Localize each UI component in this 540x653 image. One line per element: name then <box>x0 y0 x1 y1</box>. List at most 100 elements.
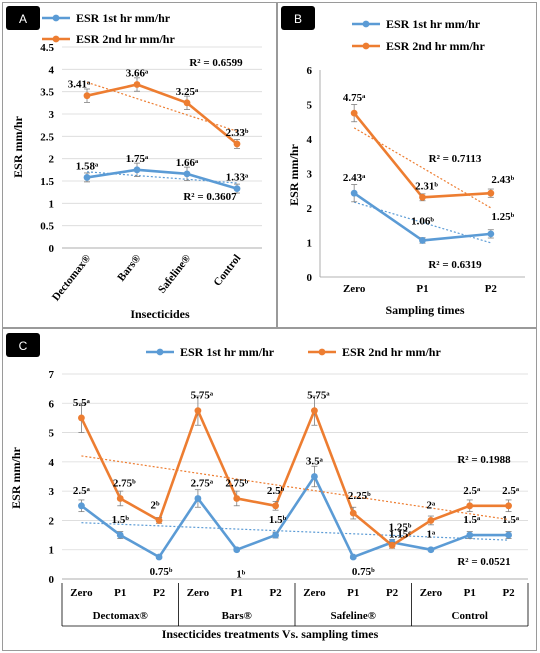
y-tick-label: 3 <box>307 169 313 181</box>
data-label: 1.58ᵃ <box>76 160 99 172</box>
data-point-series-1 <box>183 170 191 178</box>
data-label: 5.75ᵃ <box>191 390 214 402</box>
data-point-series-2 <box>194 407 202 415</box>
y-axis-title: ESR mm/hr <box>287 143 301 205</box>
data-point-series-2 <box>272 502 279 510</box>
panel-a-frame <box>2 2 277 328</box>
r-squared-label-series-1: R² = 0.0521 <box>457 556 510 568</box>
x-axis-title: Sampling times <box>385 303 464 317</box>
chart-a: 0 0.5 1 1.5 2 2.5 3 3.5 4 4.5 Dectomax® Bars® Safeli… <box>11 11 262 321</box>
data-label: 3.25ᵃ <box>176 86 199 98</box>
y-tick-label: 2.5 <box>40 131 54 143</box>
y-tick-label: 5 <box>49 428 55 440</box>
legend-marker-series-2 <box>362 42 370 50</box>
legend-label-series-2: ESR 2nd hr mm/hr <box>76 32 175 46</box>
legend-label-series-1: ESR 1st hr mm/hr <box>386 17 481 31</box>
data-label: 2.43ᵃ <box>343 172 366 184</box>
panel-c-badge: C <box>6 333 40 357</box>
data-label: 1.5ᵇ <box>269 514 287 526</box>
data-label: 2.33ᵇ <box>226 127 249 139</box>
x-tick-label: P1 <box>416 283 428 295</box>
data-point-series-2 <box>311 407 318 415</box>
data-point-series-1 <box>349 553 357 561</box>
trendline-series-2 <box>81 455 509 521</box>
data-point-series-2 <box>350 109 358 117</box>
data-label: 2.5ᵃ <box>463 485 481 497</box>
y-tick-label: 7 <box>49 369 55 381</box>
r-squared-label-series-1: R² = 0.6319 <box>428 259 482 271</box>
data-label: 1.5ᵃ <box>463 514 481 526</box>
data-point-series-2 <box>419 193 426 201</box>
line-series-2 <box>80 409 509 547</box>
data-point-series-1 <box>350 189 358 197</box>
group-label: Control <box>452 610 488 622</box>
x-tick-label: Zero <box>187 587 210 599</box>
data-point-series-1 <box>233 185 241 192</box>
data-label: 2.75ᵇ <box>225 477 248 489</box>
y-tick-label: 5 <box>307 100 313 112</box>
data-label: 1.75ᵃ <box>126 153 149 165</box>
y-tick-label: 1 <box>49 545 55 557</box>
legend-label-series-1: ESR 1st hr mm/hr <box>76 11 171 25</box>
data-point-series-1 <box>78 502 85 510</box>
data-label: 1ᵇ <box>236 569 246 581</box>
data-label: 2.43ᵇ <box>491 174 514 186</box>
line-series-1 <box>80 475 509 559</box>
y-tick-label: 1 <box>307 238 313 250</box>
data-label: 0.75ᵇ <box>352 566 375 578</box>
y-tick-label: 2 <box>49 515 55 527</box>
y-axis-title: ESR mm/hr <box>9 446 23 508</box>
data-point-series-1 <box>155 553 163 561</box>
data-point-series-1 <box>419 237 426 244</box>
chart-c: 0 1 2 3 4 5 6 7 Zero P1 P2 Zero P1 P2 Zero P1 P2 Zero P1 P2… <box>9 345 529 641</box>
x-tick-label: Zero <box>70 587 93 599</box>
group-label: Bars® <box>222 610 252 622</box>
y-tick-label: 3 <box>49 486 55 498</box>
data-point-series-2 <box>116 495 124 502</box>
data-label: 2.5ᵇ <box>267 485 285 497</box>
data-label: 1.33ᵃ <box>226 172 249 184</box>
legend-label-series-2: ESR 2nd hr mm/hr <box>386 39 485 53</box>
data-point-series-2 <box>83 92 91 100</box>
data-point-series-2 <box>487 189 495 197</box>
data-point-series-2 <box>78 414 85 422</box>
data-label: 1ᵃ <box>427 529 437 541</box>
data-label: 2.75ᵇ <box>113 477 136 489</box>
data-point-series-2 <box>388 541 396 549</box>
data-label: 2.5ᵃ <box>73 485 91 497</box>
data-label: 2.31ᵇ <box>415 180 438 192</box>
y-tick-label: 4.5 <box>40 42 54 54</box>
data-label: 1.06ᵇ <box>411 215 434 227</box>
data-point-series-1 <box>133 166 141 174</box>
panel-a-badge-label: A <box>19 12 27 26</box>
data-point-series-1 <box>505 531 512 539</box>
data-label: 2.75ᵃ <box>191 477 214 489</box>
data-label: 3.5ᵃ <box>306 456 324 468</box>
data-point-series-1 <box>194 495 202 502</box>
data-point-series-1 <box>116 531 124 539</box>
x-axis-title: Insecticides <box>130 307 190 321</box>
legend-marker-series-1 <box>362 20 370 28</box>
data-point-series-2 <box>505 502 512 510</box>
legend-marker-series-2 <box>318 348 326 356</box>
data-point-series-1 <box>487 230 495 238</box>
y-tick-label: 3.5 <box>40 87 54 99</box>
y-tick-label: 2 <box>307 203 313 215</box>
x-tick-label: Bars® <box>115 252 143 283</box>
y-tick-label: 1 <box>49 198 55 210</box>
data-point-series-2 <box>349 509 357 517</box>
x-tick-label: P2 <box>386 587 399 599</box>
data-label: 3.66ᵃ <box>126 68 149 80</box>
line-series-2 <box>86 83 238 145</box>
legend-marker-series-2 <box>52 35 60 43</box>
data-label: 5.75ᵃ <box>307 390 330 402</box>
x-axis-title: Insecticides treatments Vs. sampling tim… <box>162 627 379 641</box>
y-tick-label: 3 <box>49 109 55 121</box>
panel-b-badge: B <box>281 6 315 30</box>
r-squared-label-series-1: R² = 0.3607 <box>183 191 237 203</box>
panel-c-frame <box>2 328 537 651</box>
data-point-series-1 <box>311 473 318 480</box>
legend-label-series-1: ESR 1st hr mm/hr <box>180 345 275 359</box>
data-point-series-1 <box>83 174 91 181</box>
data-label: 5.5ᵃ <box>73 397 91 409</box>
